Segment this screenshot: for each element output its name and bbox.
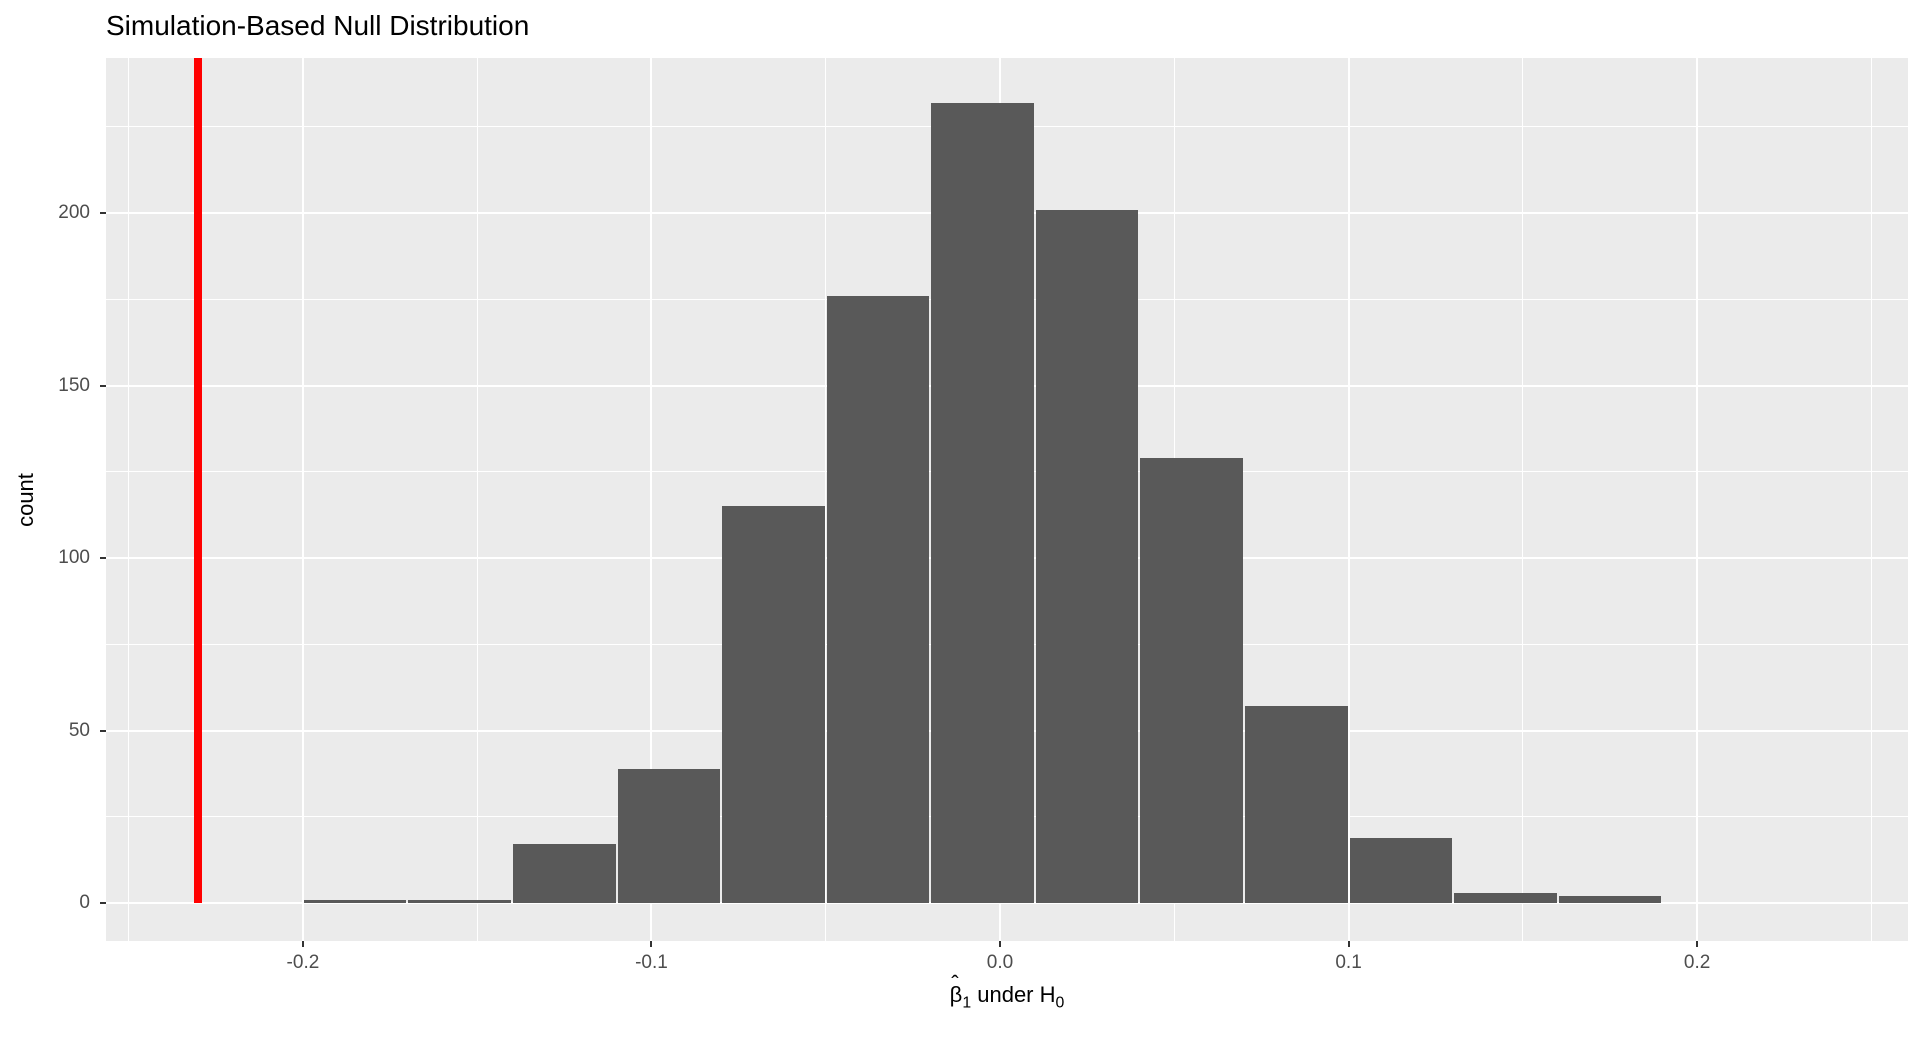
gridline-major-horizontal [106,902,1908,905]
observed-statistic-line [194,58,203,904]
x-axis-tick-label: -0.1 [635,952,668,973]
x-axis-tick-mark [999,941,1002,947]
chart-title: Simulation-Based Null Distribution [106,10,530,41]
histogram-bar [931,102,1034,904]
x-axis-tick-label: 0.1 [1335,952,1362,973]
y-axis-tick-mark [100,212,106,215]
y-axis-tick-label: 150 [58,374,90,396]
histogram-bar [303,899,407,904]
y-axis-tick-label: 0 [79,892,90,914]
histogram-bar [617,768,721,904]
histogram-bar [1245,706,1348,904]
y-axis-tick-label: 100 [58,547,90,569]
gridline-major-vertical [1347,58,1350,941]
y-axis-tick-label: 200 [58,202,90,224]
gridline-minor-vertical [1522,58,1524,941]
gridline-minor-vertical [128,58,130,941]
histogram-bar [1558,896,1662,904]
x-axis-tick-mark [1696,941,1699,947]
x-axis-tick-label: -0.2 [286,952,320,973]
histogram-bar [513,844,616,904]
x-axis-title: ˆ β1 under H0 [949,970,1065,1012]
x-axis-tick-mark [1347,941,1350,947]
gridline-minor-vertical [476,58,478,941]
y-axis-tick-mark [100,729,106,732]
histogram-bar [1454,892,1557,904]
histogram-bar [1140,458,1243,904]
histogram-bar [1349,837,1453,904]
x-axis-tick-mark [650,941,653,947]
y-axis-tick-mark [100,557,106,560]
y-axis-tick-mark [100,384,106,387]
gridline-minor-vertical [1870,58,1872,941]
histogram-bar [408,899,512,904]
x-axis-tick-mark [301,941,304,947]
histogram-bar [1035,209,1139,904]
gridline-minor-vertical [825,58,827,941]
plot-panel [106,58,1908,941]
histogram-bar [722,506,825,904]
x-axis-tick-label: 0.2 [1683,952,1711,973]
y-axis-tick-mark [100,902,106,905]
gridline-major-vertical [650,58,653,941]
gridline-major-vertical [1696,58,1699,941]
histogram-bar [826,295,930,904]
y-axis-title: count [13,473,38,527]
gridline-major-vertical [301,58,304,941]
x-axis-tick-label: 0.0 [986,952,1014,973]
y-axis-tick-label: 50 [68,719,90,741]
